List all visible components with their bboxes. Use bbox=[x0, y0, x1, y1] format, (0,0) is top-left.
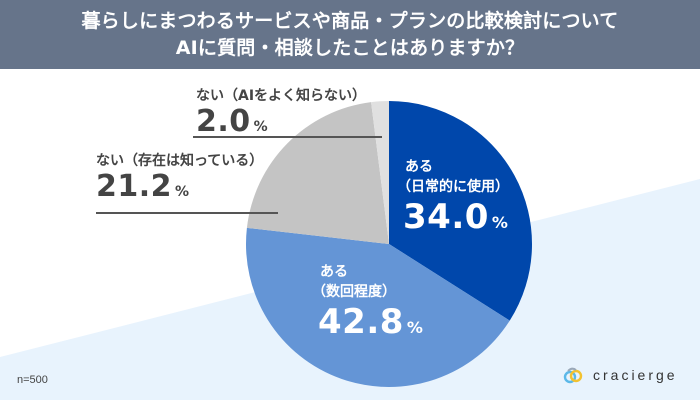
leader-line-unaware bbox=[193, 136, 382, 138]
label-unaware: ない（AIをよく知らない） 2.0% bbox=[196, 87, 366, 139]
label-daily-unit: % bbox=[491, 213, 508, 232]
leader-line-aware bbox=[96, 212, 278, 214]
label-aware: ない（存在は知っている） 21.2% bbox=[96, 152, 263, 204]
label-aware-unit: % bbox=[175, 184, 190, 200]
label-unaware-value: 2.0 bbox=[196, 104, 251, 139]
label-several-unit: % bbox=[406, 318, 423, 337]
title-line-2: AIに質問・相談したことはありますか？ bbox=[175, 37, 525, 59]
label-aware-value: 21.2 bbox=[96, 169, 173, 204]
label-several-category: ある bbox=[320, 264, 348, 280]
label-unaware-unit: % bbox=[253, 119, 268, 135]
label-several: ある （数回程度） 42.8% bbox=[312, 262, 423, 342]
label-daily-value: 34.0 bbox=[403, 197, 489, 237]
cracierge-logo-icon bbox=[563, 367, 583, 384]
brand-name: cracierge bbox=[593, 367, 678, 383]
label-several-value: 42.8 bbox=[318, 302, 404, 342]
label-unaware-category: ない（AIをよく知らない） bbox=[196, 88, 367, 104]
pie-slice-daily bbox=[389, 101, 532, 321]
label-aware-category: ない（存在は知っている） bbox=[96, 153, 264, 169]
label-daily: ある （日常的に使用） 34.0% bbox=[397, 157, 509, 237]
sample-size-note: n=500 bbox=[17, 374, 48, 386]
label-several-category-detail: （数回程度） bbox=[312, 284, 396, 300]
label-daily-category: ある bbox=[405, 159, 433, 175]
chart-title-banner: 暮らしにまつわるサービスや商品・プランの比較検討について AIに質問・相談したこ… bbox=[0, 0, 700, 69]
brand-logo: cracierge bbox=[563, 366, 678, 384]
pie-slice-several bbox=[246, 227, 510, 387]
title-line-1: 暮らしにまつわるサービスや商品・プランの比較検討について bbox=[81, 10, 619, 32]
label-daily-category-detail: （日常的に使用） bbox=[397, 179, 509, 195]
